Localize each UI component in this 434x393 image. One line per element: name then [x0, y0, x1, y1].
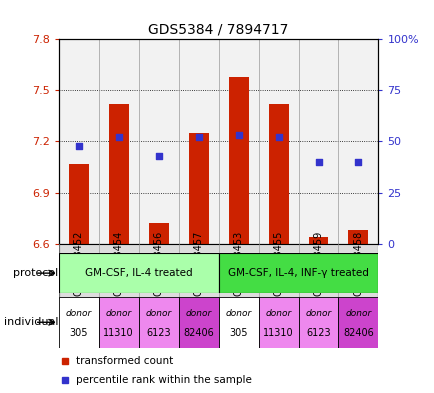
- Bar: [138, 297, 178, 348]
- Text: percentile rank within the sample: percentile rank within the sample: [76, 375, 252, 386]
- Bar: [108, 104, 128, 244]
- Text: 11310: 11310: [103, 329, 134, 338]
- Bar: [268, 104, 288, 244]
- Bar: [99, 297, 138, 348]
- Text: donor: donor: [185, 309, 211, 318]
- Text: 305: 305: [69, 329, 88, 338]
- Bar: [338, 297, 378, 348]
- Bar: [298, 297, 338, 348]
- Text: donor: donor: [105, 309, 132, 318]
- Text: 82406: 82406: [183, 329, 214, 338]
- Bar: [178, 297, 218, 348]
- Text: 6123: 6123: [146, 329, 171, 338]
- Text: GSM1153457: GSM1153457: [193, 231, 203, 296]
- Point: [274, 134, 281, 141]
- Text: donor: donor: [145, 309, 171, 318]
- Title: GDS5384 / 7894717: GDS5384 / 7894717: [148, 23, 288, 37]
- Text: GM-CSF, IL-4, INF-γ treated: GM-CSF, IL-4, INF-γ treated: [227, 268, 368, 278]
- Text: 11310: 11310: [263, 329, 293, 338]
- Bar: [188, 133, 208, 244]
- Text: donor: donor: [225, 309, 251, 318]
- Text: GSM1153455: GSM1153455: [273, 231, 283, 296]
- Bar: [69, 163, 89, 244]
- Point: [115, 134, 122, 141]
- Text: individual: individual: [4, 317, 59, 327]
- Point: [155, 152, 162, 159]
- Text: 82406: 82406: [342, 329, 373, 338]
- Bar: [148, 223, 168, 244]
- Text: GSM1153452: GSM1153452: [73, 231, 83, 296]
- Bar: [348, 230, 368, 244]
- Bar: [218, 297, 258, 348]
- Bar: [59, 244, 378, 299]
- Text: GSM1153459: GSM1153459: [313, 231, 323, 296]
- Bar: [308, 237, 328, 244]
- Bar: [59, 253, 218, 293]
- Text: 305: 305: [229, 329, 247, 338]
- Text: GSM1153458: GSM1153458: [353, 231, 363, 296]
- Text: donor: donor: [66, 309, 92, 318]
- Text: GSM1153456: GSM1153456: [153, 231, 163, 296]
- Bar: [59, 297, 99, 348]
- Text: GSM1153453: GSM1153453: [233, 231, 243, 296]
- Point: [234, 132, 241, 138]
- Bar: [218, 253, 378, 293]
- Text: donor: donor: [345, 309, 371, 318]
- Point: [314, 159, 321, 165]
- Text: 6123: 6123: [306, 329, 330, 338]
- Text: donor: donor: [265, 309, 291, 318]
- Bar: [228, 77, 248, 244]
- Text: GM-CSF, IL-4 treated: GM-CSF, IL-4 treated: [85, 268, 192, 278]
- Point: [195, 134, 202, 141]
- Text: transformed count: transformed count: [76, 356, 173, 366]
- Bar: [258, 297, 298, 348]
- Text: protocol: protocol: [13, 268, 59, 278]
- Text: GSM1153454: GSM1153454: [113, 231, 123, 296]
- Text: donor: donor: [305, 309, 331, 318]
- Point: [354, 159, 361, 165]
- Point: [75, 142, 82, 149]
